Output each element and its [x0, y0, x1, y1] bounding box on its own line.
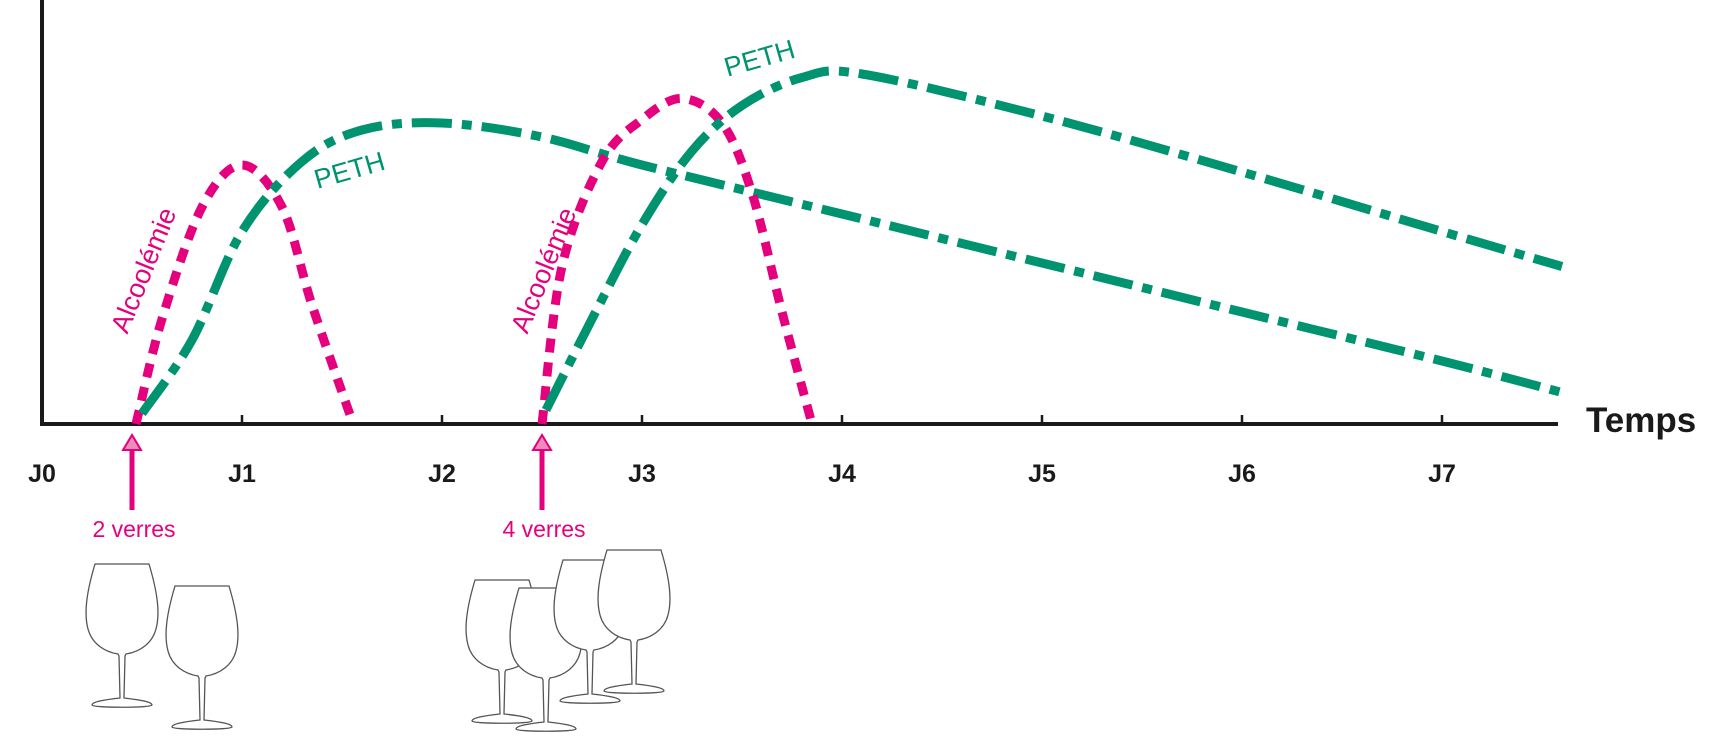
wine-glass-icon [165, 585, 239, 730]
alcoolemie-curve [131, 160, 357, 426]
dose-label: 4 verres [502, 516, 585, 542]
x-tick-label: J2 [428, 460, 456, 488]
x-axis-title: Temps [1586, 401, 1696, 440]
alcoolemie-curve [537, 94, 817, 426]
wine-glass-icon [85, 563, 159, 708]
dose-arrow-head [531, 433, 553, 451]
peth-label: PETH [311, 146, 388, 195]
x-tick-label: J5 [1028, 460, 1056, 488]
x-tick-label: J3 [628, 460, 656, 488]
x-tick-label: J1 [228, 460, 256, 488]
dose-label: 2 verres [92, 516, 175, 542]
alcoolemie-label: Alcoolémie [105, 203, 182, 337]
peth-label: PETH [721, 34, 798, 83]
x-tick-label: J6 [1228, 460, 1256, 488]
alcoolemie-label: Alcoolémie [505, 203, 582, 337]
x-tick-label: J4 [828, 460, 856, 488]
x-tick-label: J0 [28, 460, 56, 488]
wine-glass-icon [597, 549, 671, 694]
dose-arrow-head [121, 433, 143, 451]
peth-curve [541, 66, 1564, 413]
peth-curve [138, 118, 1564, 417]
x-tick-label: J7 [1428, 460, 1456, 488]
